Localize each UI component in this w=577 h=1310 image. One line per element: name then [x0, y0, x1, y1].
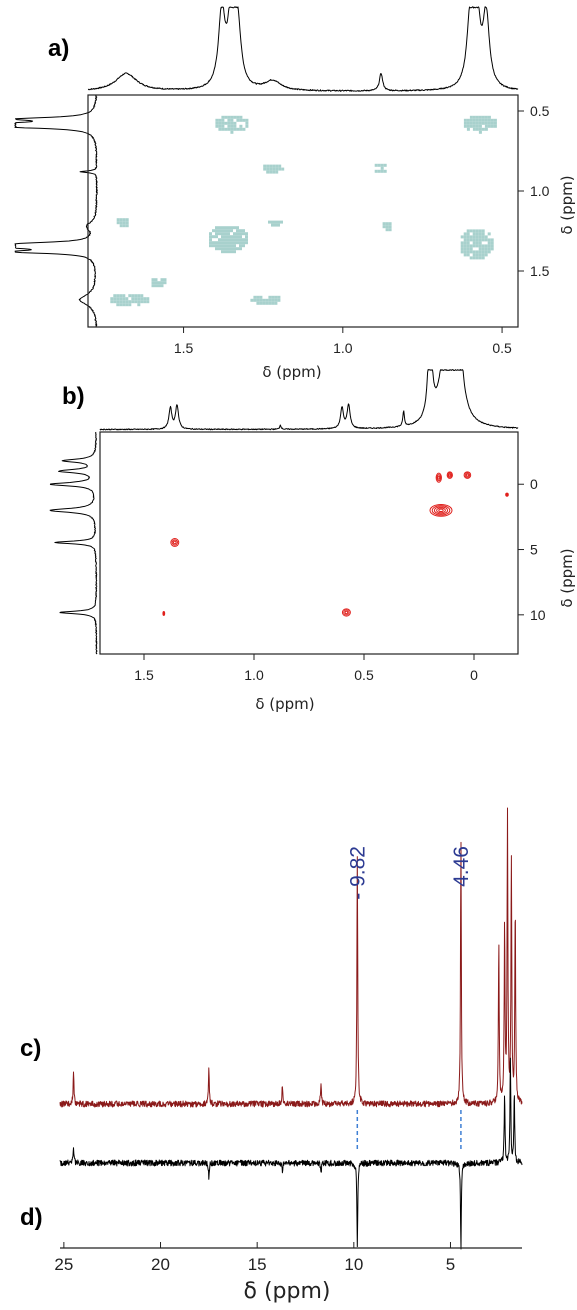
- contour-peak: [341, 608, 351, 617]
- y-tick-label: 10: [530, 607, 546, 623]
- panel-b-x-axis: 1.5 1.0 0.5 0: [134, 654, 478, 683]
- y-tick-label: 5: [530, 542, 538, 558]
- x-tick-label: 5: [446, 1255, 455, 1274]
- panel-a: a) 1.5 1.0 0.5 0.5 1.0 1.5 δ (ppm) δ (ppm): [14, 6, 576, 381]
- cross-peak: [151, 278, 167, 288]
- panel-b-f1-projection: [49, 431, 98, 655]
- y-tick-label: 1.5: [530, 263, 550, 279]
- x-tick-label: 10: [344, 1255, 363, 1274]
- cross-peak: [463, 115, 497, 134]
- panel-b-label: b): [62, 383, 85, 410]
- panel-a-x-axis-title: δ (ppm): [262, 363, 321, 381]
- contour-peak: [162, 611, 166, 616]
- panel-b-f2-projection: [99, 369, 519, 431]
- x-tick-label: 0.5: [492, 340, 512, 356]
- contour-peak: [463, 471, 472, 479]
- x-tick-label: 1.5: [134, 667, 154, 683]
- panel-a-f2-projection: [87, 6, 519, 92]
- peak-annotation: 4.46: [450, 846, 473, 887]
- x-tick-label: 0: [470, 667, 478, 683]
- contour-peak: [435, 472, 442, 483]
- cross-peak: [116, 218, 129, 228]
- x-tick-label: 25: [54, 1255, 73, 1274]
- panel-a-y-axis-title: δ (ppm): [558, 175, 576, 234]
- x-tick-label: 0.5: [354, 667, 374, 683]
- peak-guides: [356, 1110, 462, 1150]
- panel-a-y-axis: 0.5 1.0 1.5: [518, 103, 550, 279]
- panel-d-label: d): [20, 1204, 43, 1231]
- contour-peak: [446, 471, 453, 479]
- panel-a-label: a): [48, 35, 69, 62]
- x-tick-label: 1.5: [174, 340, 194, 356]
- y-tick-label: 1.0: [530, 183, 550, 199]
- panel-a-cross-peaks: [110, 115, 497, 307]
- cross-peak: [374, 163, 387, 173]
- cross-peak: [263, 164, 285, 174]
- contour-peak: [505, 492, 509, 497]
- x-tick-label: 1.0: [244, 667, 264, 683]
- x-tick-label: 15: [248, 1255, 267, 1274]
- cross-peak: [215, 115, 249, 134]
- panel-cd-x-axis-title: δ (ppm): [244, 1279, 331, 1304]
- panel-cd: c) d) - 9.82 4.46 25 20 15 10 5 δ (ppm): [20, 807, 523, 1304]
- panel-c-label: c): [20, 1035, 41, 1062]
- cross-peak: [268, 220, 283, 227]
- x-tick-label: 20: [151, 1255, 170, 1274]
- y-tick-label: 0.5: [530, 103, 550, 119]
- panel-b-y-axis-title: δ (ppm): [558, 548, 576, 607]
- cross-peak: [110, 294, 150, 307]
- panel-b-y-axis: 0 5 10: [518, 476, 546, 623]
- panel-a-plot-frame: [87, 94, 519, 328]
- panel-c-spectrum: [59, 807, 523, 1108]
- panel-d-spectrum: [59, 1057, 523, 1250]
- panel-a-x-axis: 1.5 1.0 0.5: [174, 327, 512, 356]
- contour-peak: [429, 503, 453, 517]
- y-tick-label: 0: [530, 476, 538, 492]
- panel-b-x-axis-title: δ (ppm): [255, 695, 314, 713]
- panel-cd-x-axis: 25 20 15 10 5: [54, 1242, 455, 1274]
- cross-peak: [250, 295, 281, 305]
- panel-a-f1-projection: [14, 94, 98, 328]
- panel-b-plot-frame: [99, 431, 519, 655]
- cross-peak: [382, 222, 392, 232]
- cross-peak: [460, 229, 494, 260]
- cross-peak: [209, 226, 248, 254]
- contour-peak: [170, 538, 180, 547]
- panel-b: b) 1.5 1.0 0.5 0 0 5 10 δ (ppm) δ (ppm): [49, 369, 576, 713]
- panel-b-cross-peaks: [162, 471, 509, 617]
- peak-annotations: - 9.82 4.46: [346, 846, 473, 900]
- x-tick-label: 1.0: [333, 340, 353, 356]
- peak-annotation: - 9.82: [346, 846, 369, 900]
